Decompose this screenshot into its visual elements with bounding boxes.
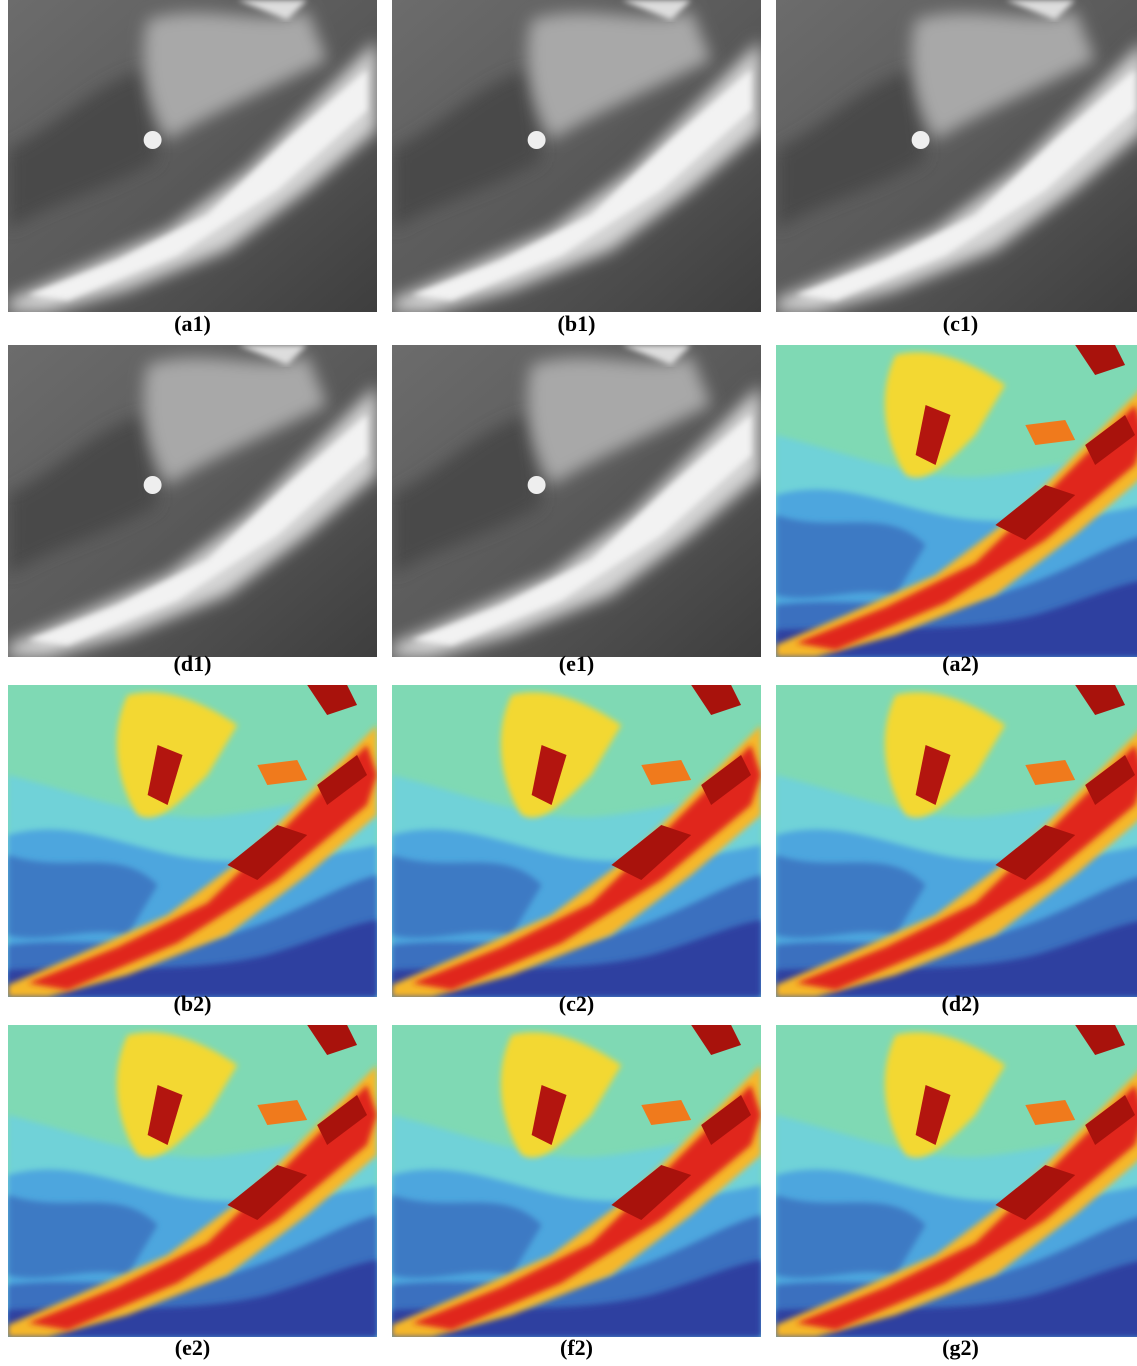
panel-label: (a1)	[174, 311, 211, 336]
panel-label: (d1)	[174, 651, 212, 676]
panel-label: (b1)	[558, 311, 596, 336]
image-content	[776, 0, 1137, 312]
panel-image	[392, 1025, 761, 1337]
figure: (a1) (b1) (c1) (d1) (e1) (a2) (b2) (c2) (d2) (e2)…	[0, 0, 1137, 1366]
panel-label: (c1)	[943, 311, 978, 336]
panel-image	[392, 0, 761, 312]
panel-image	[776, 685, 1137, 997]
panel-label: (f2)	[560, 1335, 593, 1360]
panel-image	[776, 0, 1137, 312]
image-content	[8, 0, 377, 312]
panel-label: (a2)	[942, 651, 979, 676]
image-content	[8, 685, 377, 997]
panel-label: (d2)	[942, 991, 980, 1016]
panel-image	[776, 1025, 1137, 1337]
image-content	[8, 1025, 377, 1337]
image-content	[776, 345, 1137, 657]
panel-label: (e1)	[559, 651, 594, 676]
panel-image	[392, 685, 761, 997]
image-content	[392, 0, 761, 312]
panel-label: (e2)	[175, 1335, 210, 1360]
panel-label: (b2)	[174, 991, 212, 1016]
panel-image	[776, 345, 1137, 657]
panel-image	[8, 345, 377, 657]
panel-label: (c2)	[559, 991, 594, 1016]
image-content	[392, 685, 761, 997]
image-content	[8, 345, 377, 657]
image-content	[392, 345, 761, 657]
figure-grid: (a1) (b1) (c1) (d1) (e1) (a2) (b2) (c2) (d2) (e2)…	[0, 0, 1137, 1366]
panel-image	[8, 685, 377, 997]
image-content	[776, 1025, 1137, 1337]
panel-image	[392, 345, 761, 657]
panel-image	[8, 1025, 377, 1337]
image-content	[392, 1025, 761, 1337]
image-content	[776, 685, 1137, 997]
panel-image	[8, 0, 377, 312]
panel-label: (g2)	[942, 1335, 979, 1360]
